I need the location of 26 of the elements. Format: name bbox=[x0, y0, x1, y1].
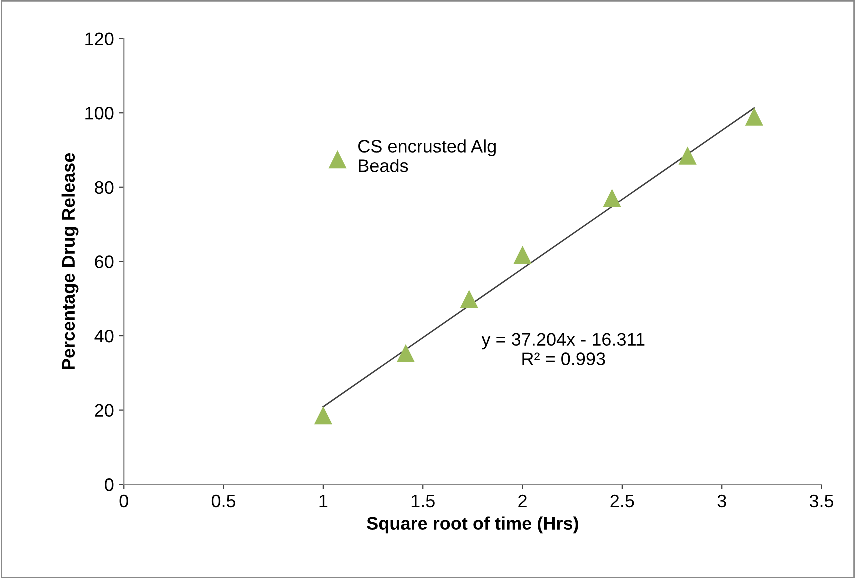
y-tick-label: 20 bbox=[95, 404, 114, 418]
x-tick-label: 3.5 bbox=[810, 494, 834, 508]
y-tick-label: 120 bbox=[86, 32, 114, 46]
point bbox=[603, 189, 622, 208]
legend-label: CS encrusted Alg Beads bbox=[358, 140, 496, 172]
y-tick-label: 40 bbox=[94, 330, 114, 343]
x-tick-label: 1.5 bbox=[412, 495, 435, 508]
x-tick-label: 2.5 bbox=[610, 494, 634, 508]
y-axis-title: Percentage Drug Release bbox=[62, 153, 79, 370]
y-tick-label: 0 bbox=[105, 478, 114, 492]
x-tick-label: 2 bbox=[518, 494, 527, 508]
point bbox=[396, 344, 416, 363]
y-tick-label: 80 bbox=[95, 181, 114, 194]
x-tick-label: 1 bbox=[320, 495, 328, 508]
annotation: y = 37.204x - 16.311 R² = 0.993 bbox=[482, 333, 645, 366]
point bbox=[514, 246, 532, 264]
x-axis-title: Square root of time (Hrs) bbox=[367, 516, 578, 534]
x-tick-label: 0 bbox=[120, 494, 128, 508]
y-tick-label: 60 bbox=[95, 256, 114, 268]
point bbox=[745, 108, 764, 126]
y-tick-label: 100 bbox=[86, 107, 114, 120]
x-tick-label: 0.5 bbox=[212, 494, 236, 508]
x-tick-label: 3 bbox=[718, 494, 726, 508]
point bbox=[314, 406, 332, 425]
point bbox=[678, 146, 697, 165]
point bbox=[460, 290, 478, 308]
